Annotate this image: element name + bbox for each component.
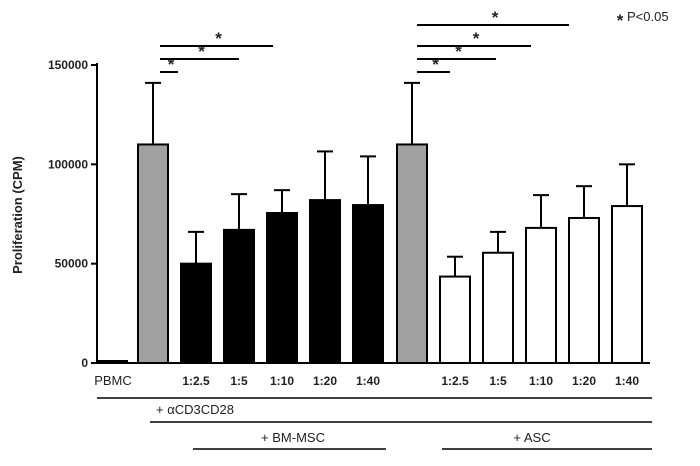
bar <box>611 205 643 364</box>
bar <box>137 143 169 364</box>
bar-group: 1:10 <box>525 194 557 388</box>
bar <box>482 251 514 365</box>
bar-group <box>137 81 169 364</box>
significance-star: * <box>432 55 439 74</box>
category-label: 1:10 <box>529 374 553 388</box>
bar <box>309 199 341 364</box>
bar <box>352 204 384 364</box>
y-tick-label: 150000 <box>48 58 88 72</box>
significance-bracket: * <box>417 42 496 61</box>
bar-group: 1:10 <box>266 189 298 388</box>
bar <box>396 143 428 364</box>
category-label: 1:10 <box>270 374 294 388</box>
y-tick-label: 0 <box>81 356 88 370</box>
significance-bracket: * <box>417 55 450 74</box>
group-label: + BM-MSC <box>193 430 386 450</box>
group-label: + αCD3CD28 <box>150 402 652 423</box>
bar <box>180 262 212 364</box>
significance-bracket: * <box>417 29 531 48</box>
category-label: PBMC <box>94 373 132 388</box>
group-label-text: + BM-MSC <box>261 430 325 445</box>
bar <box>266 212 298 364</box>
y-tick-label: 50000 <box>55 257 89 271</box>
bar-group: 1:5 <box>223 193 255 388</box>
significance-star: * <box>215 29 222 48</box>
category-label: 1:40 <box>356 374 380 388</box>
bar-group: 1:5 <box>482 230 514 388</box>
significance-legend: * P<0.05 <box>617 9 669 30</box>
bar-group: 1:40 <box>352 155 384 388</box>
y-tick-label: 100000 <box>48 157 88 171</box>
category-label: 1:20 <box>572 374 596 388</box>
bar-group: 1:2.5 <box>180 230 212 388</box>
bar-group: 1:20 <box>568 185 600 388</box>
significance-bracket: * <box>160 55 178 74</box>
significance-star: * <box>473 29 480 48</box>
significance-star: * <box>168 55 175 74</box>
group-label-text: + ASC <box>513 430 550 445</box>
bar <box>568 216 600 364</box>
significance-legend-symbol: * <box>617 11 624 30</box>
bar-group: PBMC <box>94 360 132 388</box>
bar <box>223 228 255 364</box>
category-label: 1:5 <box>489 374 507 388</box>
bar-group: 1:2.5 <box>439 255 471 388</box>
group-label: + ASC <box>442 430 652 450</box>
significance-bracket: * <box>417 8 569 27</box>
category-label: 1:2.5 <box>182 374 210 388</box>
significance-bracket: * <box>160 29 273 48</box>
y-axis-title: Proliferation (CPM) <box>10 156 25 274</box>
significance-star: * <box>198 42 205 61</box>
bar <box>525 226 557 364</box>
category-label: 1:2.5 <box>441 374 469 388</box>
bar-group <box>396 81 428 364</box>
bar-group: 1:20 <box>309 150 341 388</box>
significance-star: * <box>455 42 462 61</box>
category-label: 1:40 <box>615 374 639 388</box>
bar-group: 1:40 <box>611 163 643 388</box>
significance-star: * <box>492 8 499 27</box>
category-label: 1:5 <box>230 374 248 388</box>
significance-bracket: * <box>160 42 239 61</box>
category-label: 1:20 <box>313 374 337 388</box>
group-label-text: + αCD3CD28 <box>156 402 234 417</box>
bar <box>439 275 471 364</box>
significance-legend-text: P<0.05 <box>627 9 669 24</box>
